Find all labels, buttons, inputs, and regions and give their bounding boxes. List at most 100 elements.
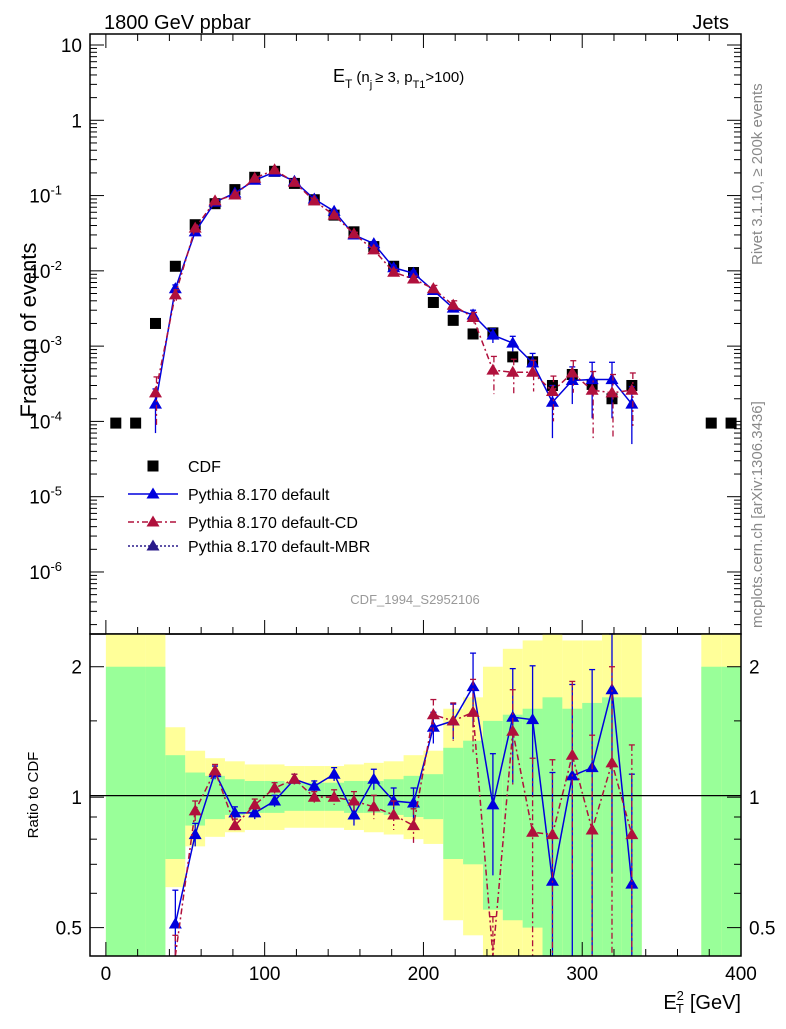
ratio-data-point xyxy=(545,828,559,840)
data-point xyxy=(526,356,540,368)
green-band xyxy=(205,775,225,820)
data-point xyxy=(188,221,202,233)
cdf-data-point xyxy=(149,317,161,329)
green-band xyxy=(701,666,722,956)
ytick-label: 10 xyxy=(61,36,82,57)
ytick-label: 10-4 xyxy=(29,408,62,433)
data-point xyxy=(585,383,599,395)
ratio-data-point xyxy=(228,819,242,831)
green-band xyxy=(105,666,146,956)
ratio-data-point xyxy=(208,764,222,776)
legend-marker xyxy=(147,460,159,472)
cdf-data-point xyxy=(130,417,142,429)
main-ytick-labels: 10 1 10-1 10-2 10-3 10-4 10-5 10-6 xyxy=(29,36,82,584)
xtick-label: 300 xyxy=(566,964,598,985)
cdf-data-point xyxy=(447,314,459,326)
ratio-data-point xyxy=(367,772,381,784)
side-label-bottom: mcplots.cern.ch [arXiv:1306.3436] xyxy=(749,401,766,628)
data-point xyxy=(446,298,460,310)
ratio-data-point xyxy=(426,708,440,720)
cdf-data-point xyxy=(725,417,737,429)
ytick-label: 10-6 xyxy=(29,559,62,584)
data-point xyxy=(486,363,500,375)
ratio-data-point xyxy=(446,714,460,726)
data-point xyxy=(307,194,321,206)
ratio-data-point xyxy=(506,710,520,722)
ratio-data-point xyxy=(248,798,262,810)
green-band xyxy=(185,772,206,826)
ratio-data-point xyxy=(526,825,540,837)
main-data-group xyxy=(110,163,737,445)
cdf-data-point xyxy=(110,417,122,429)
main-panel: Fraction of events 10110-110-210-310-410… xyxy=(16,33,742,635)
header-left: 1800 GeV ppbar xyxy=(104,12,251,34)
ratio-data-point xyxy=(387,808,401,820)
ratio-data-point xyxy=(506,724,520,736)
legend-marker xyxy=(146,515,160,527)
ratio-data-point xyxy=(347,794,361,806)
green-band xyxy=(502,714,523,921)
side-label-top: Rivet 3.1.10, ≥ 200k events xyxy=(749,83,766,265)
data-point xyxy=(407,266,421,278)
ratio-data-point xyxy=(466,680,480,692)
ratio-tick-group xyxy=(90,666,742,956)
ratio-data-point xyxy=(168,917,182,929)
green-band xyxy=(145,666,166,956)
ratio-ytick-labels: 0.5 0.5 1 1 2 2 xyxy=(56,658,776,940)
legend: CDF Pythia 8.170 default Pythia 8.170 defa… xyxy=(128,459,370,556)
ratio-data-point xyxy=(327,767,341,779)
data-point xyxy=(545,395,559,407)
ratio-data-point xyxy=(268,781,282,793)
cdf-data-point xyxy=(507,351,519,363)
data-point xyxy=(605,386,619,398)
data-point xyxy=(228,188,242,200)
main-title: ET (nj ≥ 3, pT1>100) xyxy=(333,66,464,91)
green-band xyxy=(165,755,186,859)
ratio-data-point xyxy=(625,877,639,889)
data-point xyxy=(526,365,540,377)
main-tick-group xyxy=(90,34,742,634)
ratio-data-point xyxy=(585,823,599,835)
ratio-data-point xyxy=(188,804,202,816)
ytick-label: 10-1 xyxy=(29,183,62,208)
ytick-label: 10-2 xyxy=(29,258,62,283)
cdf-data-point xyxy=(427,296,439,308)
green-band xyxy=(443,747,464,859)
ratio-ytick-label-left: 1 xyxy=(71,788,82,809)
legend-label: Pythia 8.170 default-MBR xyxy=(188,539,370,556)
ratio-data-point xyxy=(307,779,321,791)
data-point xyxy=(486,328,500,340)
data-point xyxy=(466,311,480,323)
ratio-data-point xyxy=(466,705,480,717)
ratio-ytick-label-right: 1 xyxy=(749,788,760,809)
ratio-data-point xyxy=(347,808,361,820)
data-point xyxy=(506,365,520,377)
main-title-text: ET (nj ≥ 3, pT1>100) xyxy=(333,66,464,91)
xtick-label: 0 xyxy=(101,964,112,985)
data-point xyxy=(208,194,222,206)
ratio-data-point xyxy=(327,790,341,802)
ratio-data-group xyxy=(168,633,639,957)
xtick-label: 200 xyxy=(408,964,440,985)
data-point xyxy=(426,282,440,294)
legend-marker xyxy=(146,487,160,499)
data-point xyxy=(248,171,262,183)
data-point xyxy=(287,175,301,187)
data-point xyxy=(268,163,282,175)
data-point xyxy=(148,386,162,398)
ratio-data-point xyxy=(605,756,619,768)
ratio-panel: Ratio to CDF 0.5 0.5 1 1 2 2 0 100 200 300 400 E2… xyxy=(25,633,776,1016)
watermark: CDF_1994_S2952106 xyxy=(350,592,479,607)
ratio-data-point xyxy=(248,806,262,818)
ratio-series-line xyxy=(174,711,633,957)
data-point xyxy=(565,366,579,378)
ratio-xtick-labels: 0 100 200 300 400 xyxy=(101,964,757,985)
cdf-data-point xyxy=(169,260,181,272)
green-band xyxy=(423,774,444,820)
green-band xyxy=(224,779,245,815)
x-axis-label: E2 T [GeV] xyxy=(663,988,741,1016)
data-point xyxy=(506,336,520,348)
data-point xyxy=(565,373,579,386)
ratio-data-point xyxy=(605,683,619,695)
